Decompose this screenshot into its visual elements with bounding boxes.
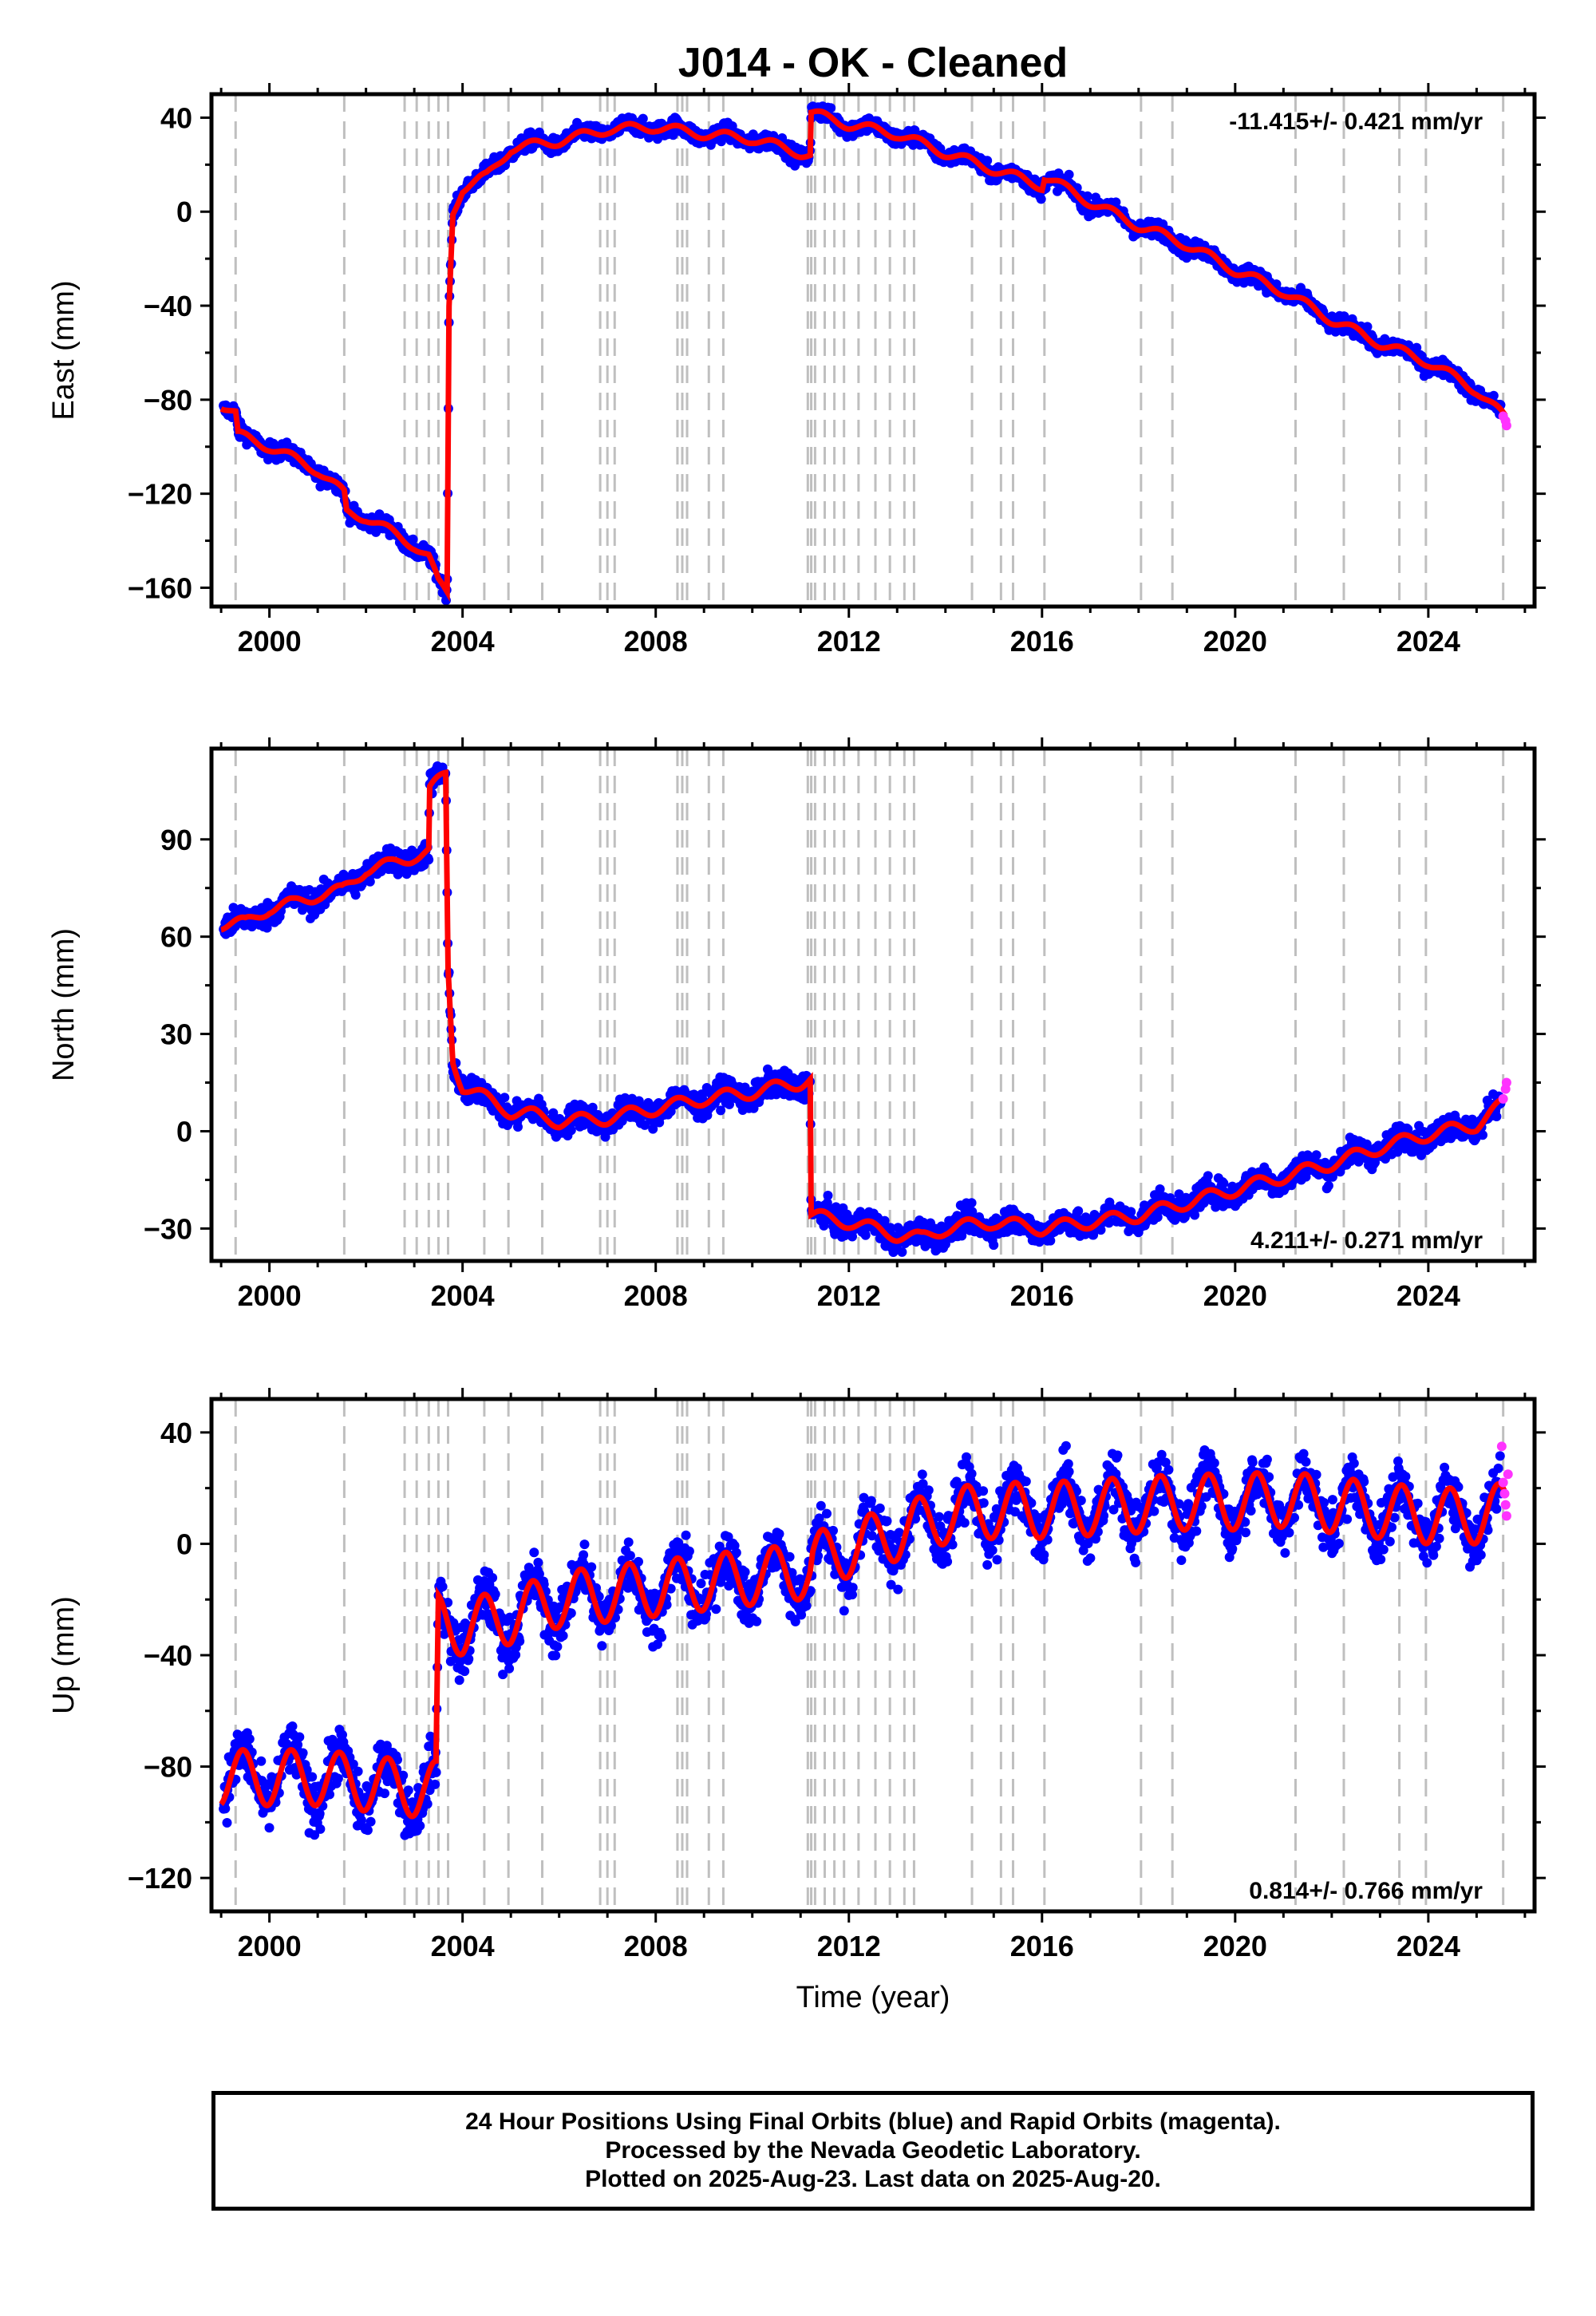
y-axis: −160 −120 −80 −40 0 40: [128, 101, 1546, 604]
data-point: [350, 890, 361, 900]
model-fit-line: [219, 108, 1508, 603]
data-point: [1491, 1112, 1502, 1121]
rate-label: 4.211+/- 0.271 mm/yr: [1250, 1227, 1483, 1254]
final-orbit-points: [219, 761, 1506, 1257]
y-tick-label: −120: [128, 478, 192, 511]
rapid-point: [1498, 1093, 1508, 1104]
data-point: [1064, 169, 1074, 180]
y-tick-label: −80: [144, 384, 192, 417]
data-point: [1073, 1206, 1084, 1216]
final-orbit-points: [219, 1441, 1506, 1840]
data-point: [315, 1824, 326, 1834]
data-point: [298, 1748, 308, 1758]
y-tick-label: 90: [160, 824, 192, 856]
x-tick-label: 2012: [817, 625, 881, 658]
data-point: [362, 1825, 373, 1836]
data-point: [1036, 194, 1046, 204]
rapid-orbit-points: [1498, 411, 1511, 431]
y-tick-label: 30: [160, 1018, 192, 1051]
x-tick-label: 2008: [624, 625, 688, 658]
x-tick-label: 2008: [624, 1279, 688, 1312]
plot-frame: [209, 92, 1537, 609]
data-point: [1111, 197, 1121, 207]
data-point: [989, 1240, 999, 1251]
data-point: [1323, 1180, 1333, 1191]
x-tick-label: 2024: [1396, 1279, 1460, 1312]
data-point: [897, 1247, 907, 1257]
data-point: [264, 1823, 275, 1833]
data-point: [365, 1816, 376, 1827]
data-point: [1311, 1150, 1321, 1160]
y-tick-label: −40: [144, 290, 192, 322]
data-point: [982, 156, 993, 166]
data-point: [1203, 1171, 1213, 1181]
final-orbit-points: [219, 101, 1506, 606]
chart-title: J014 - OK - Cleaned: [678, 40, 1068, 86]
plot-frame: [209, 746, 1537, 1263]
y-tick-label: 0: [176, 1115, 192, 1148]
y-tick-label: −160: [128, 571, 192, 604]
data-point: [513, 1122, 523, 1132]
data-point: [826, 103, 836, 113]
data-point: [307, 1772, 318, 1782]
data-point: [1082, 191, 1092, 201]
x-tick-label: 2016: [1010, 625, 1074, 658]
north-panel: 2000 2004 2008 2012 2016 2020 2024 −30 0 30 60 90 No…: [47, 737, 1546, 1312]
x-tick-label: 2012: [817, 1279, 881, 1312]
data-point: [716, 1105, 726, 1116]
data-point: [244, 1734, 255, 1744]
y-tick-label: 0: [176, 196, 192, 228]
rapid-point: [1501, 421, 1511, 431]
data-point: [424, 855, 434, 865]
x-tick-label: 2020: [1203, 1279, 1267, 1312]
data-point: [966, 1198, 977, 1208]
up-panel: 2000 2004 2008 2012 2016 2020 2024−120−80−4004…: [47, 1388, 1546, 1962]
event-lines: [234, 749, 1505, 1261]
data-point: [256, 1756, 267, 1766]
data-point: [566, 1125, 576, 1136]
y-tick-label: 60: [160, 921, 192, 954]
y-axis-title: North (mm): [47, 928, 81, 1081]
data-point: [1126, 1207, 1136, 1217]
x-tick-label: 2000: [238, 1279, 302, 1312]
data-point: [408, 534, 418, 544]
data-point: [500, 1093, 510, 1103]
data-point: [222, 1818, 232, 1828]
y-tick-label: −30: [144, 1212, 192, 1245]
rapid-orbit-points: [1498, 1077, 1511, 1104]
x-tick-label: 2024: [1396, 625, 1460, 658]
x-tick-label: 2020: [1203, 625, 1267, 658]
data-point: [638, 113, 648, 124]
data-point: [860, 1230, 871, 1240]
x-tick-label: 2004: [431, 1279, 495, 1312]
y-axis-title: East (mm): [47, 280, 81, 420]
x-tick-label: 2016: [1010, 1279, 1074, 1312]
east-panel: 2000 2004 2008 2012 2016 2020 2024−160−120−80−…: [47, 83, 1546, 658]
rapid-point: [1501, 1077, 1511, 1088]
data-point: [353, 1766, 363, 1777]
event-lines: [234, 94, 1505, 607]
x-tick-label: 2004: [431, 625, 495, 658]
data-point: [294, 1732, 305, 1742]
data-point: [333, 1773, 343, 1784]
rate-label: -11.415+/- 0.421 mm/yr: [1229, 109, 1483, 135]
data-point: [823, 1191, 833, 1200]
y-tick-label: 40: [160, 101, 192, 134]
data-point: [1219, 1178, 1229, 1188]
x-tick-label: 2000: [238, 625, 302, 658]
